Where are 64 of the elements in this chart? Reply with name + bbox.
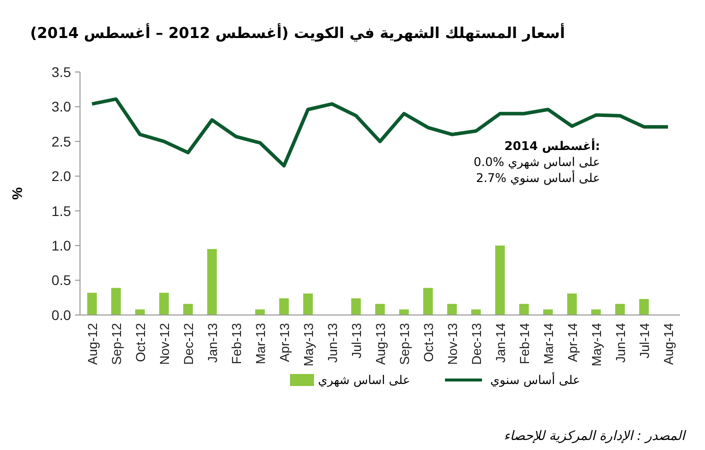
- bar: [183, 304, 193, 315]
- annotation: 2.7% على أساس سنوي: [476, 170, 600, 185]
- x-tick-label: Nov-12: [157, 323, 172, 365]
- x-tick-label: Jun-14: [613, 323, 628, 363]
- y-tick-label: 0.0: [52, 306, 72, 323]
- x-tick-label: Dec-12: [181, 323, 196, 365]
- x-tick-label: Mar-13: [253, 323, 268, 364]
- bar: [279, 298, 289, 315]
- bar: [375, 304, 385, 315]
- x-tick-label: Jul-14: [637, 323, 652, 358]
- x-tick-label: Jul-13: [349, 323, 364, 358]
- y-tick-label: 1.5: [52, 202, 72, 219]
- bar: [159, 292, 169, 315]
- y-tick-label: 2.5: [52, 133, 72, 150]
- bar: [615, 304, 625, 315]
- bar: [519, 304, 529, 315]
- x-tick-label: Feb-14: [517, 323, 532, 364]
- text: المصدر : الإدارة المركزية للإحصاء: [504, 429, 686, 444]
- x-tick-label: Sep-13: [397, 323, 412, 365]
- x-tick-label: Jun-13: [325, 323, 340, 363]
- bar: [447, 304, 457, 315]
- x-tick-label: Apr-14: [565, 323, 580, 362]
- legend-label: على اساس شهري: [318, 373, 410, 388]
- y-tick-label: 3.0: [52, 98, 72, 115]
- bar: [87, 292, 97, 315]
- bar: [303, 293, 313, 315]
- bar: [591, 309, 601, 315]
- bar: [135, 309, 145, 315]
- x-tick-label: Nov-13: [445, 323, 460, 365]
- bar: [255, 309, 265, 315]
- y-tick-label: 1.0: [52, 237, 72, 254]
- y-axis-title: %: [9, 186, 25, 200]
- x-tick-label: May-13: [301, 323, 316, 366]
- y-tick-label: 0.5: [52, 272, 72, 288]
- bar: [471, 309, 481, 315]
- bar: [639, 299, 649, 315]
- x-tick-label: Sep-12: [109, 323, 124, 365]
- x-tick-label: Oct-12: [133, 323, 148, 362]
- bar: [399, 309, 409, 315]
- x-tick-label: Jan-14: [493, 323, 508, 363]
- bar: [351, 298, 361, 315]
- line-series: [90, 97, 670, 168]
- bar: [567, 293, 577, 315]
- x-tick-label: Feb-13: [229, 323, 244, 364]
- x-tick-label: Aug-12: [85, 323, 100, 365]
- bar: [423, 288, 433, 315]
- x-tick-label: May-14: [589, 323, 604, 366]
- x-tick-label: Aug-14: [661, 323, 676, 365]
- legend-label: على أساس سنوي: [490, 372, 580, 388]
- bar: [207, 249, 217, 315]
- x-tick-label: Dec-13: [469, 323, 484, 365]
- y-tick-label: 3.5: [52, 64, 72, 80]
- annotation: 0.0% على اساس شهري: [474, 155, 600, 169]
- x-tick-label: Jan-13: [205, 323, 220, 363]
- x-tick-label: Apr-13: [277, 323, 292, 362]
- annotation: أغسطس 2014:: [504, 138, 600, 153]
- y-tick-label: 2.0: [52, 168, 72, 184]
- x-tick-label: Oct-13: [421, 323, 436, 362]
- bar: [495, 246, 505, 315]
- x-tick-label: Aug-13: [373, 323, 388, 365]
- x-tick-label: Mar-14: [541, 323, 556, 364]
- chart-title: أسعار المستهلك الشهرية في الكويت (أغسطس 2012 – أغسطس 2014): [30, 23, 565, 42]
- bar: [543, 309, 553, 315]
- bar: [111, 288, 121, 315]
